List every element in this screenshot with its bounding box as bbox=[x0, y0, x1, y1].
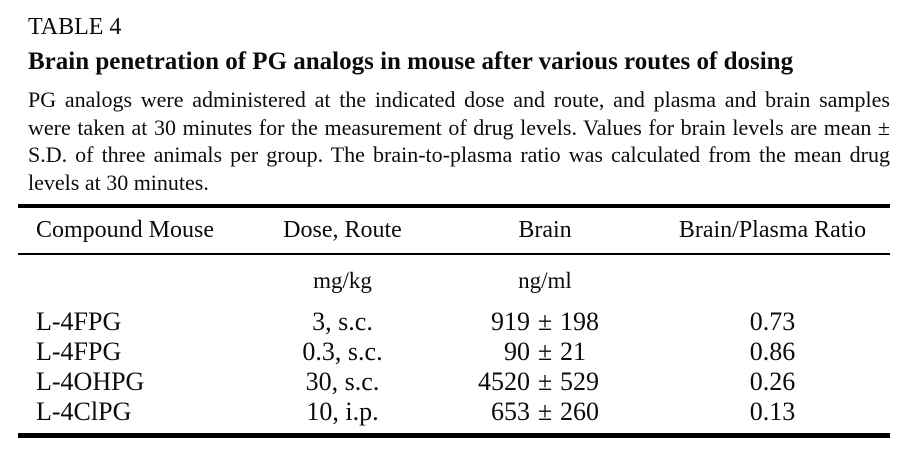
table-label: TABLE 4 bbox=[28, 14, 122, 40]
brain-sd-value: 529 bbox=[560, 367, 599, 396]
data-table: Compound Mouse Dose, Route Brain Brain/P… bbox=[18, 204, 890, 438]
paper-page: TABLE 4 Brain penetration of PG analogs … bbox=[18, 14, 890, 438]
brain-sd-value: 260 bbox=[560, 397, 599, 426]
cell-compound: L-4ClPG bbox=[36, 397, 132, 426]
brain-mean-value: 90 bbox=[504, 337, 530, 366]
paper-title: Brain penetration of PG analogs in mouse… bbox=[28, 48, 794, 75]
cell-compound: L-4FPG bbox=[36, 307, 122, 336]
column-header-compound-mouse: Compound Mouse bbox=[36, 217, 215, 243]
plus-minus-symbol: ± bbox=[537, 397, 553, 426]
units-cell-dose: mg/kg bbox=[313, 268, 372, 293]
table-row: L-4FPG 0.3, s.c. 90 ±21 0.86 bbox=[18, 337, 890, 367]
brain-mean-value: 919 bbox=[491, 307, 530, 336]
units-cell-brain: ng/ml bbox=[518, 268, 572, 293]
column-header-brain: Brain bbox=[518, 217, 572, 243]
cell-dose-route: 10, i.p. bbox=[306, 397, 379, 426]
brain-sd-value: 198 bbox=[560, 307, 599, 336]
cell-brain-plasma-ratio: 0.26 bbox=[749, 367, 796, 396]
cell-dose-route: 0.3, s.c. bbox=[302, 337, 383, 366]
cell-compound: L-4OHPG bbox=[36, 367, 145, 396]
plus-minus-symbol: ± bbox=[537, 367, 553, 396]
cell-brain: 4520 ±529 bbox=[435, 367, 655, 397]
cell-dose-route: 3, s.c. bbox=[312, 307, 373, 336]
cell-brain: 653 ±260 bbox=[435, 397, 655, 427]
table-header-row: Compound Mouse Dose, Route Brain Brain/P… bbox=[18, 204, 890, 255]
cell-brain-plasma-ratio: 0.13 bbox=[749, 397, 796, 426]
cell-brain-plasma-ratio: 0.86 bbox=[749, 337, 796, 366]
table-bottom-rule bbox=[18, 433, 890, 438]
cell-dose-route: 30, s.c. bbox=[305, 367, 380, 396]
column-header-brain-plasma-ratio: Brain/Plasma Ratio bbox=[678, 217, 867, 243]
table-body: L-4FPG 3, s.c. 919 ±198 0.73 L-4FPG 0.3, s.c. 9… bbox=[18, 307, 890, 427]
cell-brain-plasma-ratio: 0.73 bbox=[749, 307, 796, 336]
brain-mean-value: 4520 bbox=[478, 367, 530, 396]
plus-minus-symbol: ± bbox=[537, 337, 553, 366]
column-header-dose-route: Dose, Route bbox=[283, 217, 402, 243]
cell-brain: 90 ±21 bbox=[435, 337, 655, 367]
plus-minus-symbol: ± bbox=[537, 307, 553, 336]
cell-brain: 919 ±198 bbox=[435, 307, 655, 337]
brain-mean-value: 653 bbox=[491, 397, 530, 426]
brain-sd-value: 21 bbox=[560, 337, 586, 366]
table-row: L-4OHPG 30, s.c. 4520 ±529 0.26 bbox=[18, 367, 890, 397]
table-units-row: mg/kg ng/ml bbox=[18, 255, 890, 307]
cell-compound: L-4FPG bbox=[36, 337, 122, 366]
table-caption-text: PG analogs were administered at the indi… bbox=[28, 87, 890, 195]
table-row: L-4ClPG 10, i.p. 653 ±260 0.13 bbox=[18, 397, 890, 427]
table-row: L-4FPG 3, s.c. 919 ±198 0.73 bbox=[18, 307, 890, 337]
